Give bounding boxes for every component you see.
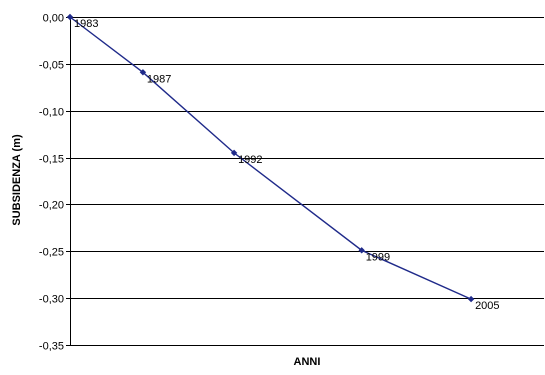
data-point-label: 1999 [366, 251, 390, 263]
data-point-marker [230, 149, 238, 157]
data-point-marker [467, 295, 475, 303]
x-axis-title: ANNI [294, 356, 321, 368]
y-tick-label: -0,25 [39, 247, 64, 259]
data-points [66, 13, 475, 303]
data-point-label: 2005 [475, 300, 499, 312]
data-point-marker [358, 247, 365, 254]
data-point-marker [66, 13, 74, 21]
y-tick-label: -0,30 [39, 294, 64, 306]
data-point-label: 1983 [74, 18, 98, 30]
data-point-marker [139, 69, 147, 76]
axes [66, 17, 71, 346]
data-point-label: 1987 [147, 73, 171, 85]
y-axis-title: SUBSIDENZA (m) [11, 134, 23, 226]
y-tick-label: -0,15 [39, 154, 64, 166]
y-tick-label: -0,20 [39, 200, 64, 212]
grid-lines [70, 17, 544, 346]
y-tick-labels: 0,00 -0,05 -0,10 -0,15 -0,20 -0,25 -0,30 -0,35 [39, 13, 64, 353]
data-point-label: 1992 [238, 154, 262, 166]
point-labels: 1983 1987 1992 1999 2005 [74, 18, 500, 312]
y-tick-label: -0,35 [39, 341, 64, 353]
y-tick-label: 0,00 [43, 13, 64, 25]
y-tick-label: -0,05 [39, 60, 64, 72]
y-tick-label: -0,10 [39, 107, 64, 119]
